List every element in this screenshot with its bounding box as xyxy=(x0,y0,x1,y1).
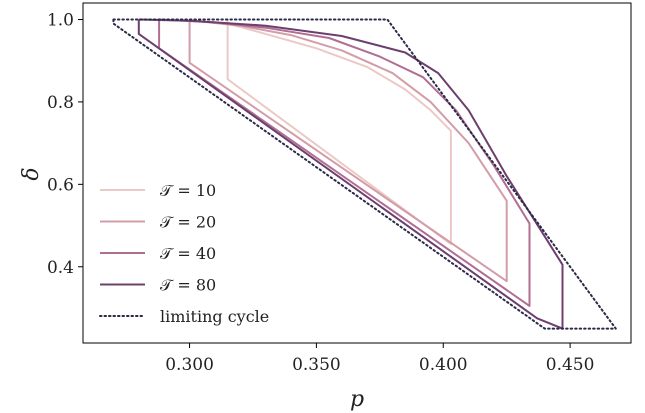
x-tick-label: 0.300 xyxy=(165,355,214,375)
y-tick-label: 1.0 xyxy=(47,10,74,30)
series-line xyxy=(188,19,508,283)
series-line xyxy=(226,19,452,246)
y-tick-label: 0.8 xyxy=(47,93,74,113)
legend: 𝒯 = 10 𝒯 = 20 𝒯 = 40 𝒯 = 80 limiting cycle xyxy=(99,181,269,326)
legend-label: 𝒯 = 80 xyxy=(160,276,216,295)
legend-label: limiting cycle xyxy=(160,307,269,326)
series-line xyxy=(137,18,564,330)
ticks: 0.300 0.350 0.400 0.450 0.4 0.6 0.8 1.0 xyxy=(47,10,594,375)
y-tick-label: 0.6 xyxy=(47,175,74,195)
x-axis-label: p xyxy=(350,387,364,412)
y-axis-label: δ xyxy=(19,167,44,180)
legend-label: 𝒯 = 40 xyxy=(160,244,216,263)
series-line xyxy=(112,18,617,330)
series-line xyxy=(158,18,531,307)
x-tick-label: 0.450 xyxy=(546,355,595,375)
legend-label: 𝒯 = 20 xyxy=(160,213,216,232)
y-tick-label: 0.4 xyxy=(47,258,74,278)
x-tick-label: 0.400 xyxy=(419,355,468,375)
x-tick-label: 0.350 xyxy=(292,355,341,375)
legend-label: 𝒯 = 10 xyxy=(160,181,216,200)
series-group xyxy=(112,18,617,330)
